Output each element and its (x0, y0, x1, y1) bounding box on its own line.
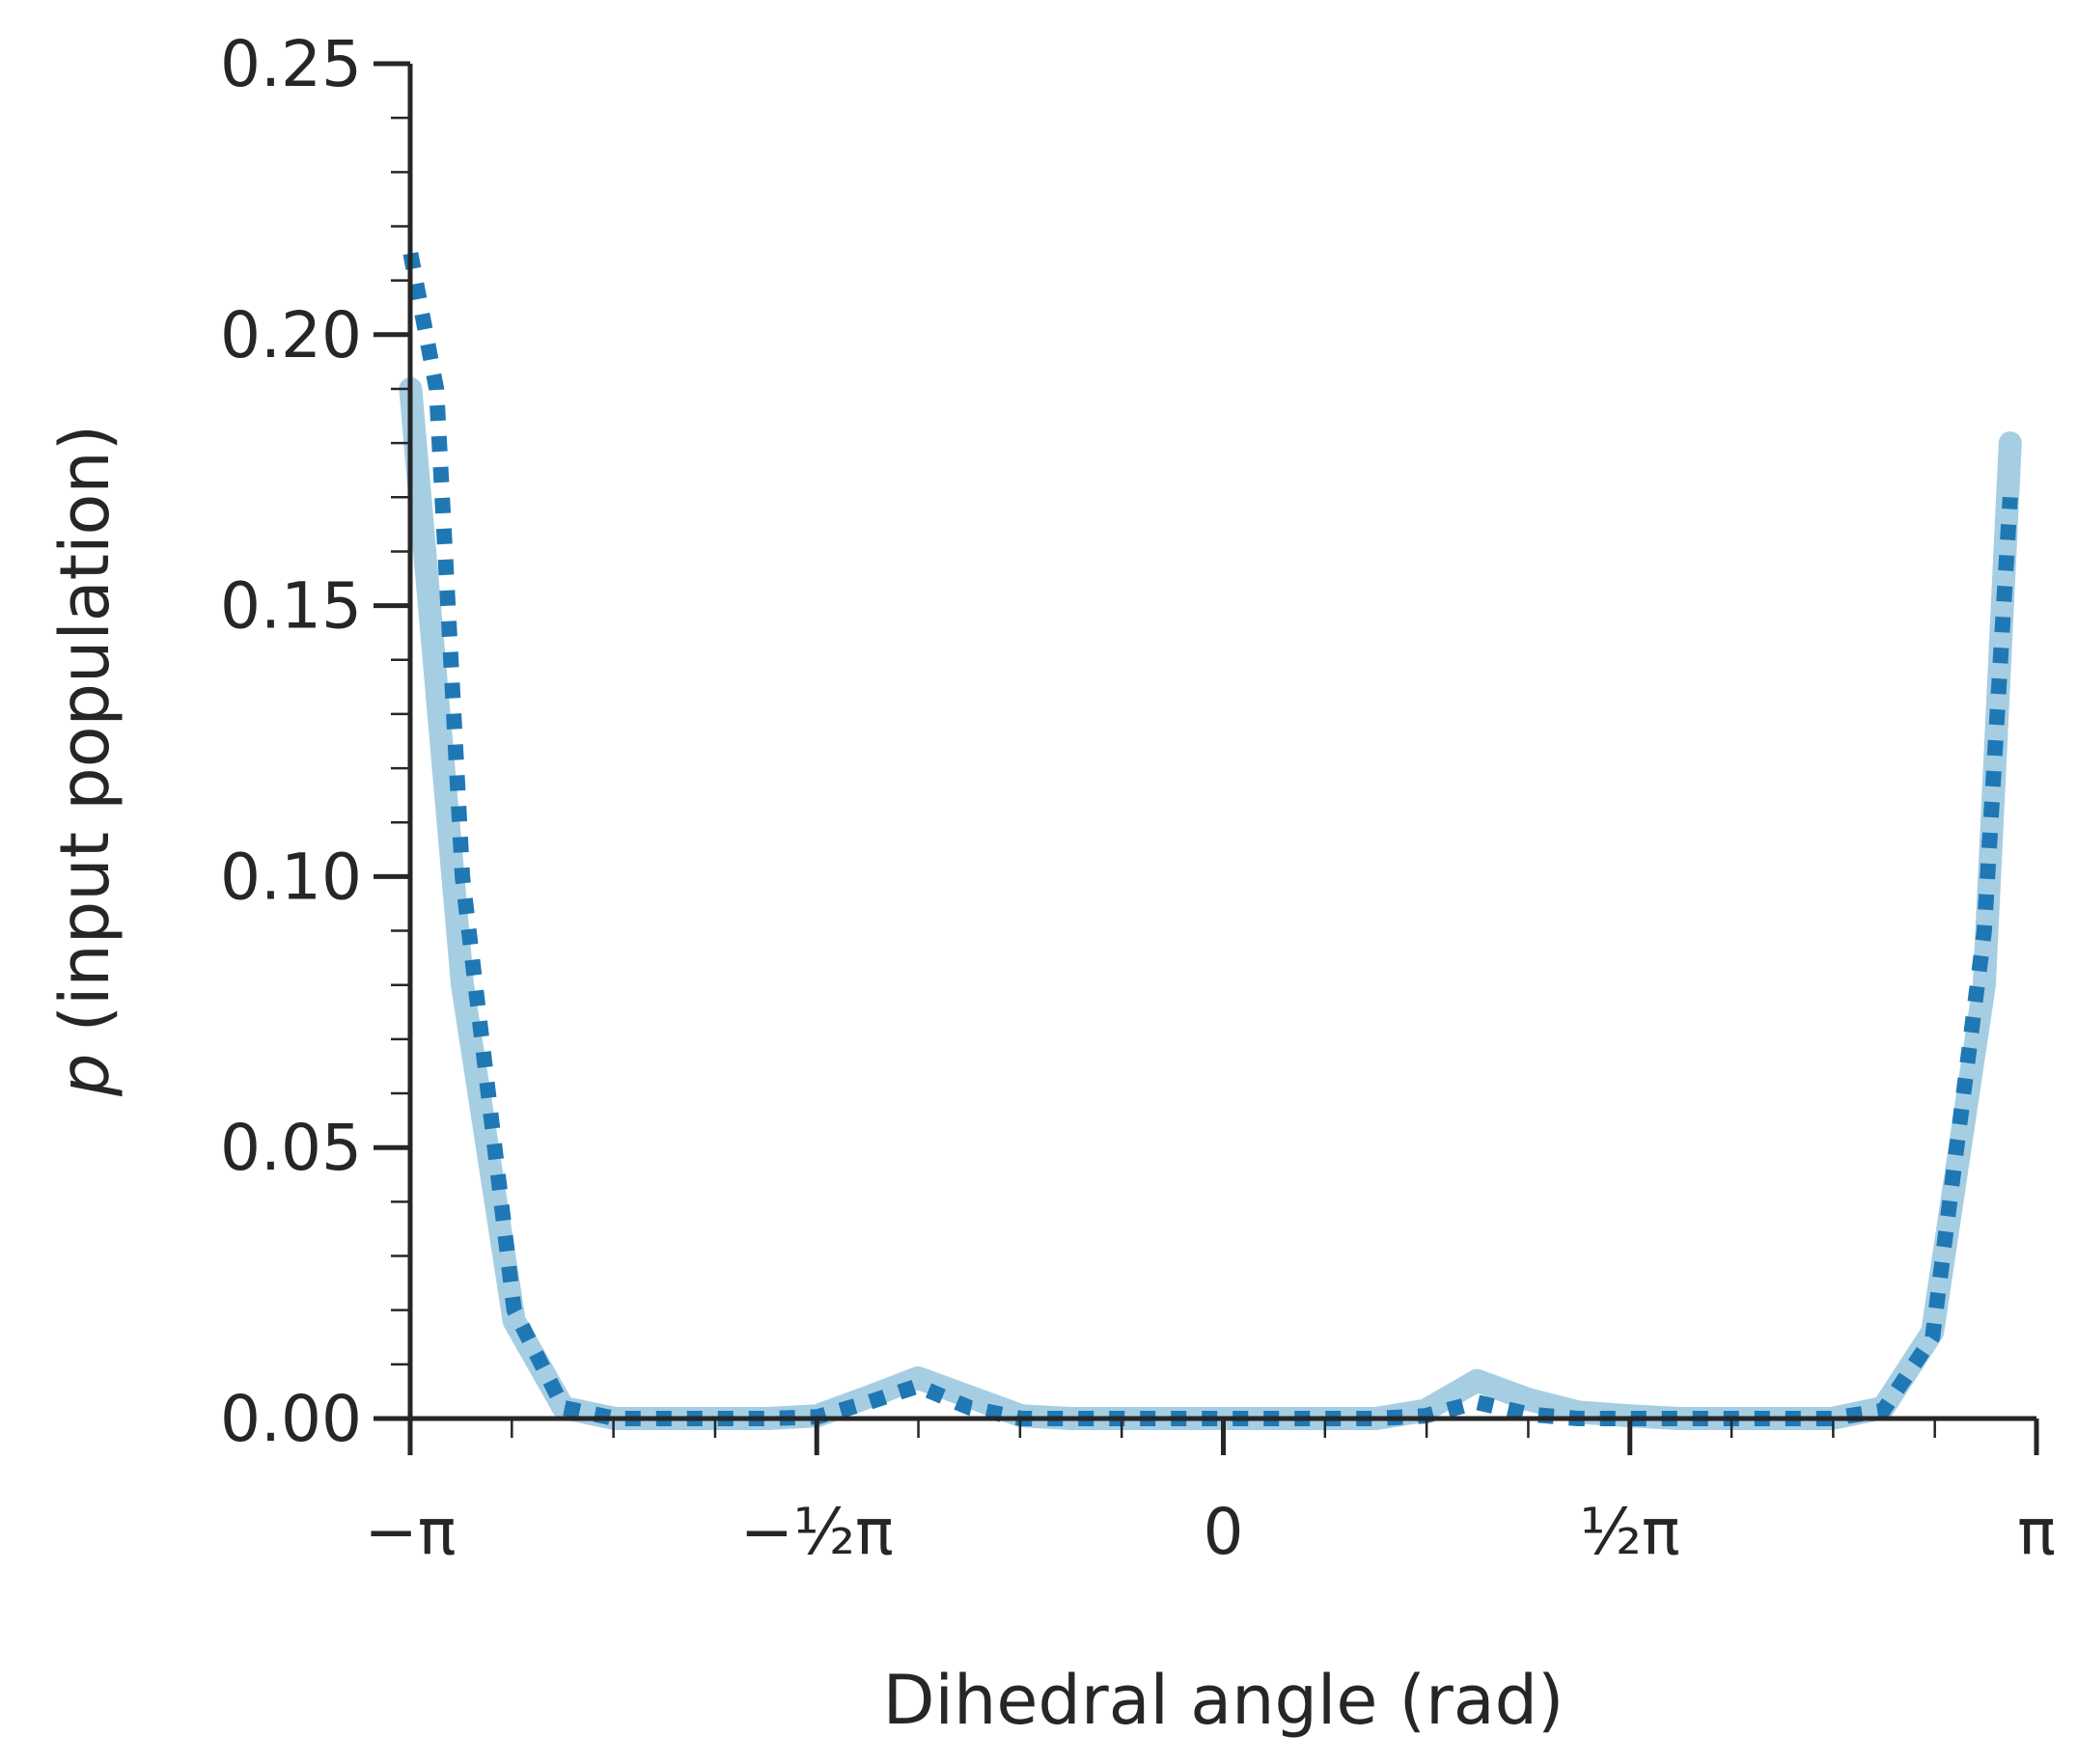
x-tick-label: 0 (1204, 1495, 1244, 1569)
x-tick-label: π (2017, 1495, 2056, 1569)
y-axis-title-rest: (input population) (45, 425, 125, 1054)
y-tick-label: 0.00 (220, 1382, 362, 1456)
series-line-1 (399, 377, 2022, 1430)
series-layer (399, 252, 2022, 1430)
y-tick-label: 0.15 (220, 569, 362, 644)
x-axis-title: Dihedral angle (rad) (883, 1661, 1565, 1740)
x-tick-label: −½π (740, 1495, 894, 1569)
y-tick-label: 0.05 (220, 1111, 362, 1185)
y-axis-title-italic: p (45, 1054, 125, 1097)
x-tick-label: ½π (1580, 1495, 1680, 1569)
y-tick-label: 0.10 (220, 840, 362, 914)
x-tick-label: −π (364, 1495, 456, 1569)
axes-layer (407, 64, 2036, 1421)
series-line-2 (402, 252, 2018, 1426)
ticks-layer: 0.00 0.05 0.10 0.15 0.20 0.25 −π −½π 0 ½π π (220, 27, 2056, 1569)
y-axis-title: p (input population) (45, 425, 125, 1097)
y-tick-label: 0.25 (220, 27, 362, 101)
y-tick-label: 0.20 (220, 298, 362, 372)
